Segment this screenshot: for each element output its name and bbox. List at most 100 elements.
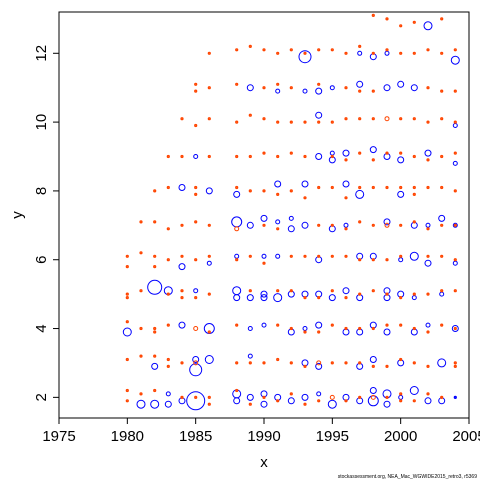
bubble bbox=[194, 82, 198, 86]
bubble bbox=[327, 399, 337, 409]
bubble bbox=[288, 215, 294, 221]
bubble bbox=[289, 189, 293, 193]
bubble bbox=[371, 158, 375, 162]
bubble bbox=[317, 223, 321, 227]
bubble bbox=[426, 254, 430, 258]
bubble bbox=[440, 395, 444, 399]
bubble bbox=[397, 190, 405, 198]
bubble bbox=[248, 189, 252, 193]
bubble bbox=[289, 326, 293, 331]
bubble bbox=[355, 189, 365, 199]
bubble bbox=[180, 254, 184, 258]
bubble bbox=[315, 111, 323, 119]
bubble bbox=[330, 323, 334, 327]
bubble bbox=[412, 192, 416, 196]
bubble bbox=[440, 51, 444, 55]
bubble bbox=[453, 326, 457, 331]
bubble bbox=[317, 330, 321, 334]
bubble bbox=[233, 190, 241, 198]
bubble bbox=[289, 361, 293, 365]
bubble bbox=[303, 330, 307, 334]
bubble bbox=[289, 120, 293, 124]
bubble bbox=[453, 189, 457, 193]
bubble bbox=[344, 51, 348, 55]
bubble bbox=[180, 289, 184, 293]
y-tick-label: 4 bbox=[33, 324, 50, 332]
bubble bbox=[412, 117, 416, 121]
bubble bbox=[166, 323, 170, 327]
bubble bbox=[426, 158, 430, 162]
bubble bbox=[235, 323, 239, 327]
bubble bbox=[194, 185, 198, 190]
bubble bbox=[344, 361, 348, 365]
bubble bbox=[166, 357, 170, 362]
bubble bbox=[412, 20, 416, 24]
bubble bbox=[440, 254, 444, 258]
bubble bbox=[358, 292, 362, 296]
bubble bbox=[330, 361, 334, 365]
bubble bbox=[203, 323, 215, 334]
bubble bbox=[329, 150, 335, 156]
bubble bbox=[426, 292, 430, 296]
bubble bbox=[452, 123, 458, 128]
bubble bbox=[426, 86, 430, 90]
bubble bbox=[398, 257, 404, 263]
bubble bbox=[260, 290, 268, 298]
bubble bbox=[383, 84, 391, 92]
bubble bbox=[260, 294, 268, 302]
bubble bbox=[317, 185, 321, 190]
bubble bbox=[439, 291, 445, 297]
bubble bbox=[275, 253, 281, 259]
bubble bbox=[315, 321, 323, 329]
y-axis-title: y bbox=[9, 211, 26, 219]
bubble bbox=[453, 289, 457, 293]
bubble bbox=[153, 330, 157, 334]
y-tick-label: 6 bbox=[33, 256, 50, 264]
bubble bbox=[369, 387, 377, 394]
bubble bbox=[385, 292, 389, 296]
bubble bbox=[453, 223, 457, 227]
bubble bbox=[358, 89, 362, 93]
bubble bbox=[371, 185, 375, 190]
bubble bbox=[440, 17, 444, 21]
bubble bbox=[399, 399, 403, 403]
bubble bbox=[358, 326, 362, 331]
bubble bbox=[330, 48, 334, 52]
bubble bbox=[369, 356, 377, 363]
bubble bbox=[194, 258, 198, 262]
bubble bbox=[153, 220, 157, 224]
bubble bbox=[426, 185, 430, 190]
bubble bbox=[153, 354, 157, 358]
bubble bbox=[262, 86, 266, 90]
bubble bbox=[453, 151, 457, 155]
bubble bbox=[248, 402, 252, 406]
bubble bbox=[342, 149, 350, 157]
bubble bbox=[412, 220, 416, 224]
bubble bbox=[358, 44, 362, 48]
bubble bbox=[330, 154, 334, 159]
bubble bbox=[384, 50, 390, 56]
bubble-marks bbox=[122, 13, 460, 411]
bubble bbox=[330, 185, 334, 190]
bubble bbox=[178, 321, 186, 329]
x-tick-label: 2005 bbox=[452, 428, 480, 445]
bubble bbox=[317, 296, 321, 300]
bubble bbox=[276, 357, 280, 362]
bubble bbox=[125, 399, 129, 403]
bubble bbox=[139, 220, 143, 224]
bubble bbox=[397, 80, 405, 88]
bubble bbox=[426, 330, 430, 334]
bubble bbox=[410, 84, 418, 92]
bubble bbox=[315, 87, 323, 95]
bubble bbox=[385, 185, 389, 190]
bubble bbox=[344, 196, 348, 200]
bubble bbox=[125, 292, 129, 296]
bubble bbox=[122, 327, 132, 337]
bubble bbox=[412, 185, 416, 190]
bubble bbox=[273, 293, 283, 303]
bubble bbox=[440, 223, 444, 227]
bubble bbox=[371, 51, 375, 55]
bubble bbox=[317, 254, 321, 258]
bubble bbox=[440, 117, 444, 121]
bubble bbox=[425, 322, 431, 328]
